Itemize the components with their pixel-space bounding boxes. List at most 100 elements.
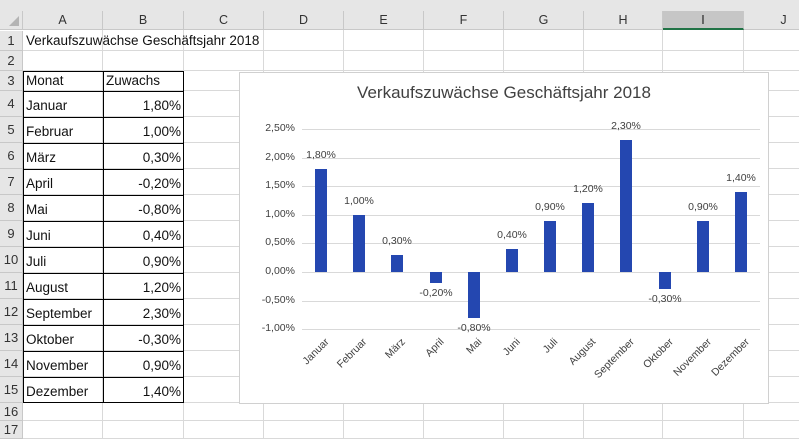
value-cell[interactable]: -0,20%	[138, 176, 181, 191]
x-tick-label: April	[423, 336, 447, 360]
month-cell[interactable]: November	[26, 358, 89, 373]
column-header-d[interactable]: D	[264, 11, 344, 30]
row-header-11[interactable]: 11	[0, 273, 23, 299]
column-header-g[interactable]: G	[504, 11, 584, 30]
row-header-17[interactable]: 17	[0, 421, 23, 439]
row-header-10[interactable]: 10	[0, 247, 23, 273]
bar-oktober[interactable]	[659, 272, 671, 289]
y-tick-label: 2,00%	[265, 151, 295, 163]
gridline	[302, 129, 760, 130]
month-cell[interactable]: Juli	[26, 254, 47, 269]
bar-mai[interactable]	[468, 272, 480, 318]
table-row-divider	[23, 299, 184, 300]
month-cell[interactable]: August	[26, 280, 69, 295]
month-cell[interactable]: Mai	[26, 202, 48, 217]
x-tick-label: November	[670, 336, 714, 379]
value-cell[interactable]: 0,90%	[142, 254, 181, 269]
table-row-divider	[23, 221, 184, 222]
value-cell[interactable]: 0,90%	[142, 358, 181, 373]
y-tick-label: -0,50%	[261, 294, 295, 306]
value-cell[interactable]: 1,80%	[142, 98, 181, 113]
bar-chart[interactable]: Verkaufszuwächse Geschäftsjahr 2018 2,50…	[239, 72, 769, 404]
bar-februar[interactable]	[353, 215, 365, 272]
value-cell[interactable]: 1,20%	[142, 280, 181, 295]
month-cell[interactable]: Februar	[26, 124, 74, 139]
column-header-a[interactable]: A	[23, 11, 103, 30]
table-col-divider	[103, 71, 104, 403]
table-row-divider	[23, 143, 184, 144]
row-header-7[interactable]: 7	[0, 169, 23, 195]
column-header-h[interactable]: H	[584, 11, 663, 30]
column-header-j[interactable]: J	[744, 11, 799, 30]
row-header-8[interactable]: 8	[0, 195, 23, 221]
data-label: 1,20%	[573, 183, 603, 195]
data-label: 2,30%	[611, 120, 641, 132]
gridline	[302, 301, 760, 302]
value-cell[interactable]: -0,30%	[138, 332, 181, 347]
gridline	[302, 186, 760, 187]
month-cell[interactable]: Dezember	[26, 384, 89, 399]
gridline-v	[102, 30, 103, 439]
month-cell[interactable]: Oktober	[26, 332, 75, 347]
column-header-e[interactable]: E	[344, 11, 424, 30]
month-cell[interactable]: September	[26, 306, 93, 321]
bar-märz[interactable]	[391, 255, 403, 272]
gridline-h	[23, 420, 799, 421]
bar-januar[interactable]	[315, 169, 327, 272]
column-header-b[interactable]: B	[103, 11, 184, 30]
select-all-corner[interactable]	[0, 11, 23, 30]
bar-september[interactable]	[620, 140, 632, 272]
month-cell[interactable]: März	[26, 150, 56, 165]
gridline	[302, 272, 760, 273]
value-cell[interactable]: 2,30%	[142, 306, 181, 321]
bar-dezember[interactable]	[735, 192, 747, 272]
row-header-6[interactable]: 6	[0, 143, 23, 169]
gridline-h	[23, 50, 799, 51]
table-row-divider	[23, 273, 184, 274]
x-tick-label: August	[566, 336, 599, 368]
value-cell[interactable]: -0,80%	[138, 202, 181, 217]
x-tick-label: Mai	[464, 336, 485, 357]
data-label: 0,40%	[497, 229, 527, 241]
data-label: 1,00%	[344, 195, 374, 207]
data-label: 0,30%	[382, 235, 412, 247]
month-cell[interactable]: April	[26, 176, 54, 191]
value-cell[interactable]: 1,40%	[142, 384, 181, 399]
row-header-16[interactable]: 16	[0, 403, 23, 421]
title-cell[interactable]: Verkaufszuwächse Geschäftsjahr 2018	[26, 33, 260, 48]
row-header-14[interactable]: 14	[0, 351, 23, 377]
gridline	[302, 329, 760, 330]
data-label: -0,80%	[457, 322, 491, 334]
y-tick-label: 0,50%	[265, 236, 295, 248]
bar-august[interactable]	[582, 203, 594, 272]
row-header-3[interactable]: 3	[0, 71, 23, 91]
bar-juli[interactable]	[544, 221, 556, 272]
bar-juni[interactable]	[506, 249, 518, 272]
month-cell[interactable]: Januar	[26, 98, 68, 113]
bar-november[interactable]	[697, 221, 709, 272]
row-header-4[interactable]: 4	[0, 91, 23, 117]
row-header-5[interactable]: 5	[0, 117, 23, 143]
column-header-c[interactable]: C	[184, 11, 264, 30]
y-tick-label: 1,00%	[265, 208, 295, 220]
value-cell[interactable]: 1,00%	[142, 124, 181, 139]
column-header-i[interactable]: I	[663, 11, 744, 30]
header-cell-monat[interactable]: Monat	[26, 73, 64, 88]
y-tick-label: -1,00%	[261, 322, 295, 334]
row-header-1[interactable]: 1	[0, 31, 23, 51]
value-cell[interactable]: 0,40%	[142, 228, 181, 243]
row-header-15[interactable]: 15	[0, 377, 23, 403]
gridline-h	[23, 70, 799, 71]
value-cell[interactable]: 0,30%	[142, 150, 181, 165]
data-label: 1,40%	[726, 172, 756, 184]
month-cell[interactable]: Juni	[26, 228, 51, 243]
header-cell-zuwachs[interactable]: Zuwachs	[106, 73, 161, 88]
bar-april[interactable]	[430, 272, 442, 283]
table-row-divider	[23, 377, 184, 378]
row-header-9[interactable]: 9	[0, 221, 23, 247]
row-header-13[interactable]: 13	[0, 325, 23, 351]
x-tick-label: März	[382, 336, 408, 361]
row-header-2[interactable]: 2	[0, 51, 23, 71]
row-header-12[interactable]: 12	[0, 299, 23, 325]
column-header-f[interactable]: F	[424, 11, 504, 30]
